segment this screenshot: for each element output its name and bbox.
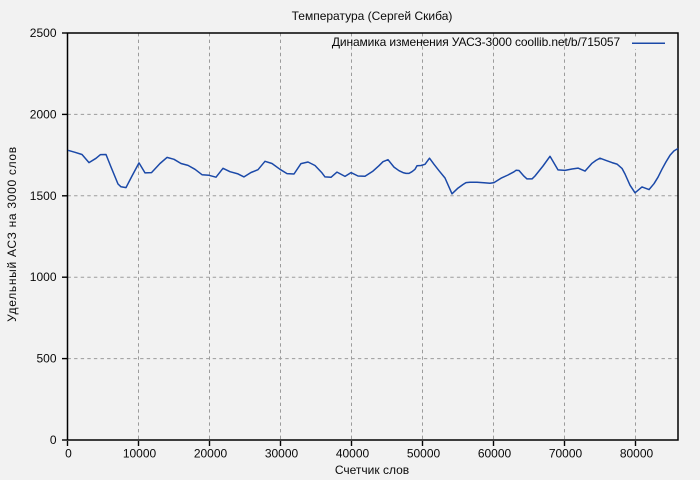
svg-text:Динамика изменения УАСЗ-3000 c: Динамика изменения УАСЗ-3000 coollib.net… bbox=[332, 35, 621, 49]
svg-text:1000: 1000 bbox=[30, 270, 57, 284]
svg-text:500: 500 bbox=[36, 352, 56, 366]
svg-text:30000: 30000 bbox=[265, 447, 299, 461]
svg-text:10000: 10000 bbox=[123, 447, 157, 461]
svg-text:2500: 2500 bbox=[30, 26, 57, 40]
svg-text:60000: 60000 bbox=[478, 447, 512, 461]
svg-text:Температура (Сергей Скиба): Температура (Сергей Скиба) bbox=[292, 9, 453, 23]
svg-text:50000: 50000 bbox=[407, 447, 441, 461]
svg-text:40000: 40000 bbox=[336, 447, 370, 461]
svg-text:70000: 70000 bbox=[549, 447, 583, 461]
svg-text:1500: 1500 bbox=[30, 189, 57, 203]
svg-text:Счетчик слов: Счетчик слов bbox=[335, 463, 409, 477]
svg-text:2000: 2000 bbox=[30, 107, 57, 121]
svg-text:80000: 80000 bbox=[620, 447, 654, 461]
svg-text:0: 0 bbox=[65, 447, 72, 461]
svg-text:20000: 20000 bbox=[194, 447, 228, 461]
svg-text:Удельный АСЗ на 3000 слов: Удельный АСЗ на 3000 слов bbox=[5, 146, 19, 322]
svg-text:0: 0 bbox=[50, 433, 57, 447]
